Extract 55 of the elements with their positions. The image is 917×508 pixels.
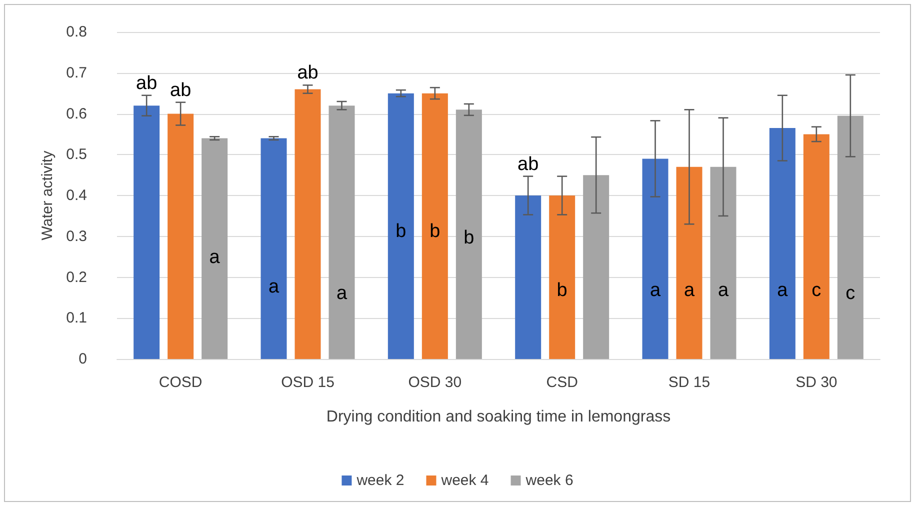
data-label: c <box>846 283 856 304</box>
legend-label: week 6 <box>524 472 574 489</box>
x-tick-label: OSD 15 <box>281 374 334 391</box>
y-tick-label: 0.8 <box>66 24 87 40</box>
data-label: b <box>464 228 474 249</box>
data-label: b <box>556 280 568 301</box>
x-tick-label: COSD <box>158 374 202 391</box>
y-tick-label: 0.7 <box>66 64 87 82</box>
data-label: ab <box>297 62 318 84</box>
bar <box>642 158 668 359</box>
bar <box>422 93 448 359</box>
data-label: ab <box>518 154 539 175</box>
data-label: a <box>650 280 661 301</box>
data-label: a <box>684 280 695 301</box>
data-label: a <box>336 283 348 304</box>
x-tick-label: CSD <box>546 374 578 391</box>
bar <box>328 106 355 359</box>
data-label: a <box>209 247 220 268</box>
bar <box>456 110 482 359</box>
y-tick-label: 0.4 <box>66 187 87 204</box>
x-axis-title: Drying condition and soaking time in lemongrass <box>326 408 671 426</box>
bar <box>837 116 864 359</box>
bar <box>710 166 736 359</box>
y-tick-label: 0 <box>78 350 87 368</box>
data-label: b <box>430 220 440 242</box>
data-label: a <box>777 280 788 301</box>
y-tick-label: 0.1 <box>66 310 87 327</box>
legend-label: week 4 <box>440 472 489 489</box>
bar <box>769 128 796 359</box>
bar <box>134 106 160 359</box>
y-tick-label: 0.3 <box>66 228 87 245</box>
x-tick-label: SD 30 <box>796 374 838 391</box>
data-label: b <box>396 220 406 242</box>
data-label: ab <box>136 72 158 94</box>
bar <box>583 175 610 359</box>
x-tick-label: OSD 30 <box>408 374 462 391</box>
y-tick-label: 0.5 <box>66 146 87 164</box>
bar <box>803 134 830 359</box>
bar <box>515 196 542 359</box>
data-label: a <box>268 276 280 298</box>
bar <box>168 114 194 359</box>
bar <box>388 93 414 359</box>
bar <box>260 138 287 359</box>
legend-label: week 2 <box>356 472 404 489</box>
data-label: a <box>718 280 729 301</box>
y-tick-label: 0.6 <box>66 105 87 122</box>
y-tick-label: 0.2 <box>66 268 87 286</box>
data-label: c <box>812 280 822 301</box>
x-tick-label: SD 15 <box>668 374 710 391</box>
data-label: ab <box>170 80 192 101</box>
y-axis-title: Water activity <box>39 150 56 240</box>
bar <box>294 89 321 359</box>
bar <box>549 196 576 359</box>
bar <box>676 166 702 359</box>
bar <box>202 138 228 359</box>
